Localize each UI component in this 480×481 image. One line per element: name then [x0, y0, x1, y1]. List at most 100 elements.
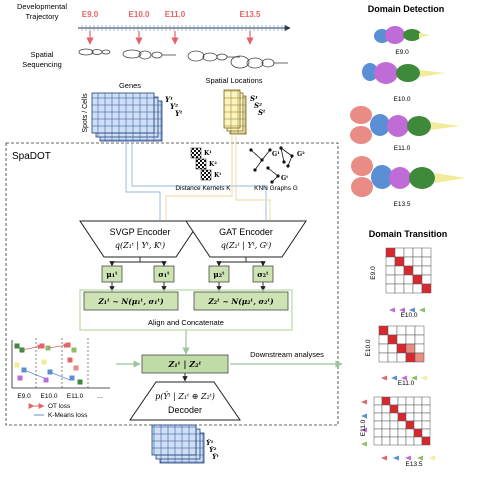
domain-glyph: [419, 307, 425, 313]
matrix-cell: [405, 343, 416, 354]
matrix-cell: [414, 352, 425, 363]
transition-title: Domain Transition: [369, 229, 448, 239]
y1-label: Y¹: [165, 95, 173, 104]
matrix-cell: [405, 436, 415, 446]
matrix-cell: [373, 428, 383, 438]
matrix-cell: [394, 247, 405, 258]
matrix-cell: [381, 420, 391, 430]
matrix-cell: [421, 396, 431, 406]
matrix1-ylabel: E9.0: [370, 266, 377, 280]
gt-label: Gᵗ: [281, 175, 288, 182]
matrix-cell: [421, 428, 431, 438]
matrix2-xlabel: E11.0: [398, 380, 415, 387]
matrix-cell: [381, 396, 391, 406]
z1-formula: Z₁ᵗ ~ N(μ₁ᵗ, σ₁ᵗ): [97, 297, 164, 306]
domain-glyph: [361, 399, 367, 405]
domain-glyph: [429, 455, 435, 461]
matrix-cell: [394, 265, 405, 276]
developmental-trajectory: Developmental Trajectory E9.0 E10.0 E11.…: [17, 2, 291, 45]
matrix-cell: [412, 256, 423, 267]
z2-box: [193, 291, 289, 311]
matrix-cell: [378, 334, 389, 345]
matrix-cell: [373, 436, 383, 446]
domain-glyph: [393, 455, 399, 461]
matrix-cell: [397, 412, 407, 422]
mini-plot-point: [43, 377, 49, 383]
matrix-cell: [396, 325, 407, 336]
matrix-cell: [373, 420, 383, 430]
matrix-cell: [385, 265, 396, 276]
location-matrix-1: [223, 89, 241, 129]
decoder-block: [129, 381, 241, 421]
z2-formula: Z₂ᵗ ~ N(μ₂ᵗ, σ₂ᵗ): [207, 297, 274, 306]
domain-glyph: [361, 413, 367, 419]
svgp-formula: q(Z₁ᵗ | Yᵗ, Kᵗ): [115, 241, 165, 250]
matrix-cell: [413, 412, 423, 422]
matrix-cell: [421, 247, 432, 258]
matrix-cell: [421, 283, 432, 294]
matrix-cell: [412, 247, 423, 258]
matrix-cell: [405, 396, 415, 406]
matrix-cell: [421, 420, 431, 430]
transition-matrix-2: [378, 325, 425, 363]
matrix-cell: [412, 283, 423, 294]
matrix-cell: [385, 256, 396, 267]
timepoint-label-e10: E10.0: [129, 10, 150, 19]
mu-sigma-boxes: μ₁ᵗ σ₁ᵗ μ₂ᵗ σ₂ᵗ: [101, 265, 274, 283]
ot-link: [21, 344, 43, 351]
mini-plot-point: [14, 362, 20, 368]
matrix-cell: [394, 283, 405, 294]
matrix-cell: [389, 412, 399, 422]
g1-label: G¹: [272, 151, 280, 158]
ot-loss-label: OT loss: [48, 403, 71, 410]
spatial-sequencing: Spatial Sequencing Genes Spots / Cells Y…: [22, 48, 288, 142]
matrix-cell: [389, 396, 399, 406]
matrix-cell: [389, 420, 399, 430]
ot-link: [47, 343, 69, 349]
matrix-cell: [421, 274, 432, 285]
locations-label: Spatial Locations: [205, 76, 262, 85]
domain-glyph: [391, 375, 397, 381]
matrix-cell: [389, 404, 399, 414]
domain-glyph: [401, 375, 407, 381]
matrix-cell: [405, 428, 415, 438]
gat-formula: q(Z₂ᵗ | Yᵗ, Gᵗ): [221, 241, 272, 250]
mini-plot-point: [41, 359, 47, 365]
matrix-cell: [385, 247, 396, 258]
matrix-cell: [389, 436, 399, 446]
matrix-cell: [403, 283, 414, 294]
spadot-title: SpaDOT: [12, 151, 51, 162]
embryo-label-e13: E13.5: [394, 201, 411, 208]
matrix-cell: [385, 283, 396, 294]
dev-label-2: Trajectory: [25, 12, 58, 21]
matrix-cell: [387, 352, 398, 363]
domain-glyph: [381, 455, 387, 461]
matrix-cell: [387, 334, 398, 345]
matrix-cell: [405, 334, 416, 345]
embryo-outline-row: [78, 48, 288, 69]
matrix3-xlabel: E13.5: [406, 461, 423, 468]
matrix-cell: [397, 396, 407, 406]
align-label: Align and Concatenate: [148, 318, 224, 327]
domain-glyph: [381, 375, 387, 381]
matrix-cell: [381, 428, 391, 438]
matrix-cell: [373, 412, 383, 422]
matrix-cell: [378, 352, 389, 363]
timepoint-label-e11: E11.0: [165, 10, 186, 19]
knn-graphs: G¹ G² Gᵗ KNN Graphs G: [249, 146, 305, 192]
domain-glyph: [409, 307, 415, 313]
matrix-cell: [412, 265, 423, 276]
sigma2-box: [252, 265, 274, 283]
matrix-cell: [413, 420, 423, 430]
embryo-e9: E9.0: [374, 26, 430, 56]
yhat2-label: Ŷ²: [209, 445, 217, 454]
graphs-caption: KNN Graphs G: [254, 185, 298, 192]
matrix2-ylabel: E10.0: [365, 339, 372, 356]
genes-label: Genes: [119, 81, 141, 90]
matrix-cell: [421, 256, 432, 267]
embryo-e11: E11.0: [350, 106, 460, 152]
embryo-label-e11: E11.0: [394, 145, 411, 152]
matrix-cell: [397, 404, 407, 414]
mu1-label: μ₁ᵗ: [106, 270, 118, 279]
